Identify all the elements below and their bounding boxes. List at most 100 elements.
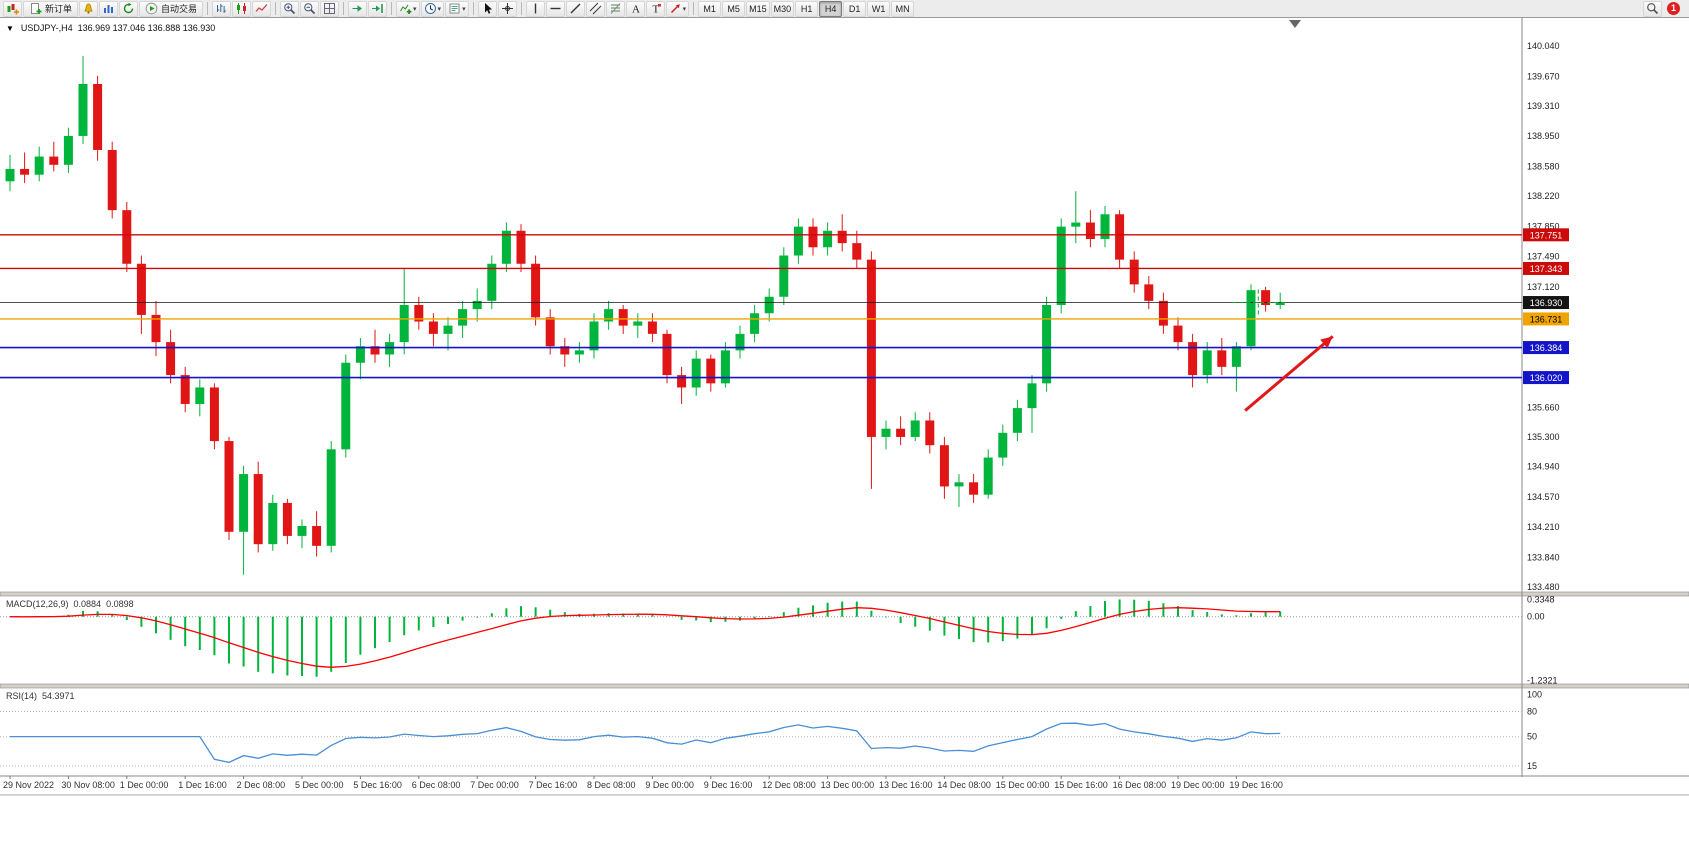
timeframe-m1-button[interactable]: M1	[698, 0, 722, 17]
notification-badge[interactable]: 1	[1667, 2, 1680, 15]
price-axis-label: 138.580	[1527, 161, 1560, 171]
textT-icon: T	[652, 4, 661, 16]
crosshair-button[interactable]	[497, 0, 517, 17]
candle-body	[253, 474, 263, 545]
candle-body	[326, 449, 336, 546]
trend-arrow[interactable]	[1244, 335, 1334, 412]
candle	[1202, 342, 1212, 384]
line-chart-mode-button[interactable]	[252, 0, 272, 17]
svg-text:T: T	[652, 4, 659, 16]
chart-shift-marker[interactable]	[1289, 20, 1301, 28]
candle-body	[691, 358, 701, 388]
time-axis[interactable]: 29 Nov 2022 30 Nov 08:00 1 Dec 00:00 1 Dec …	[3, 776, 1283, 790]
candle-body	[516, 230, 526, 264]
time-axis-label: 8 Dec 08:00	[587, 780, 636, 790]
candle-body	[49, 156, 59, 165]
candle	[866, 251, 876, 489]
template-icon	[449, 3, 460, 14]
candle-body	[1027, 383, 1037, 409]
candle	[589, 313, 599, 359]
market-watch-button[interactable]	[99, 0, 119, 17]
periods-button[interactable]: ▾	[420, 0, 445, 17]
candle	[472, 288, 482, 322]
candle-body	[443, 325, 453, 334]
candle-body	[604, 309, 614, 322]
auto-scroll-button[interactable]	[348, 0, 368, 17]
candle-body	[370, 346, 380, 355]
timeframe-d1-button[interactable]: D1	[843, 0, 867, 17]
timeframe-m30-button[interactable]: M30	[770, 0, 795, 17]
time-axis-label: 30 Nov 08:00	[61, 780, 115, 790]
candle	[998, 424, 1008, 466]
time-axis-label: 15 Dec 00:00	[996, 780, 1050, 790]
refresh-button[interactable]	[119, 0, 139, 17]
timeframe-w1-button[interactable]: W1	[867, 0, 891, 17]
text-label-button[interactable]: T	[645, 0, 665, 17]
candle	[1144, 276, 1154, 310]
candle	[779, 247, 789, 305]
candle-body	[78, 83, 88, 136]
new-chart-button[interactable]	[3, 0, 22, 17]
cursor-button[interactable]	[477, 0, 497, 17]
price-axis-label: 134.570	[1527, 492, 1560, 502]
price-axis[interactable]: 140.040 139.670 139.310 138.950 138.580 138.2…	[1523, 41, 1569, 771]
zoom-out-icon	[304, 3, 316, 15]
time-axis-label: 16 Dec 08:00	[1113, 780, 1167, 790]
price-badge-label: 136.384	[1530, 343, 1563, 353]
timeframe-h4-button[interactable]: H4	[819, 0, 843, 17]
candle-body	[151, 314, 161, 343]
vertical-line-button[interactable]	[525, 0, 545, 17]
panel-separator[interactable]	[0, 591, 1689, 597]
time-axis-label: 5 Dec 00:00	[295, 780, 344, 790]
horizontal-line-button[interactable]	[545, 0, 565, 17]
collapse-chart-icon[interactable]: ▼	[6, 24, 14, 33]
candle	[823, 222, 833, 256]
chart-shift-button[interactable]	[368, 0, 388, 17]
templates-button[interactable]: ▾	[445, 0, 469, 17]
panel-separator[interactable]	[0, 683, 1689, 689]
candle	[297, 519, 307, 549]
candle	[312, 511, 322, 557]
alerts-button[interactable]	[79, 0, 99, 17]
candle	[195, 379, 205, 417]
vline-icon	[534, 3, 536, 14]
candle-body	[1071, 222, 1081, 227]
candle	[1100, 206, 1110, 248]
text-button[interactable]: A	[625, 0, 645, 17]
candle	[1085, 210, 1095, 248]
auto-trading-button[interactable]: 自动交易	[139, 0, 204, 17]
candle-body	[428, 321, 438, 334]
trendline-button[interactable]	[565, 0, 585, 17]
timeframe-h1-button[interactable]: H1	[795, 0, 819, 17]
bar-chart-mode-button[interactable]	[212, 0, 232, 17]
timeframe-mn-button[interactable]: MN	[891, 0, 915, 17]
candle-body	[282, 502, 292, 536]
grid-icon	[324, 3, 336, 14]
new-order-button[interactable]: 新订单	[23, 0, 79, 17]
search-button[interactable]	[1643, 0, 1662, 17]
candle	[239, 465, 249, 575]
zoom-out-button[interactable]	[300, 0, 320, 17]
candlestick-mode-button[interactable]	[232, 0, 252, 17]
arrows-button[interactable]: ▾	[665, 0, 690, 17]
candle	[122, 201, 132, 273]
candle-body	[1085, 222, 1095, 240]
rsi-value: 54.3971	[42, 691, 75, 701]
tile-windows-button[interactable]	[320, 0, 340, 17]
candle	[34, 146, 44, 182]
price-axis-label: 137.850	[1527, 222, 1560, 232]
timeframe-m15-button[interactable]: M15	[746, 0, 770, 17]
fibonacci-button[interactable]	[605, 0, 625, 17]
indicators-button[interactable]: ▾	[396, 0, 420, 17]
zoom-in-button[interactable]	[280, 0, 300, 17]
candle-body	[1275, 302, 1285, 305]
candle	[691, 350, 701, 396]
candle-body	[1231, 346, 1241, 367]
time-axis-label: 7 Dec 16:00	[529, 780, 578, 790]
candle-body	[1056, 226, 1066, 305]
chevron-down-icon: ▾	[437, 5, 442, 13]
equidistant-channel-button[interactable]	[585, 0, 605, 17]
timeframe-m5-button[interactable]: M5	[722, 0, 746, 17]
rsi-indicator-label: RSI(14) 54.3971	[6, 691, 75, 701]
